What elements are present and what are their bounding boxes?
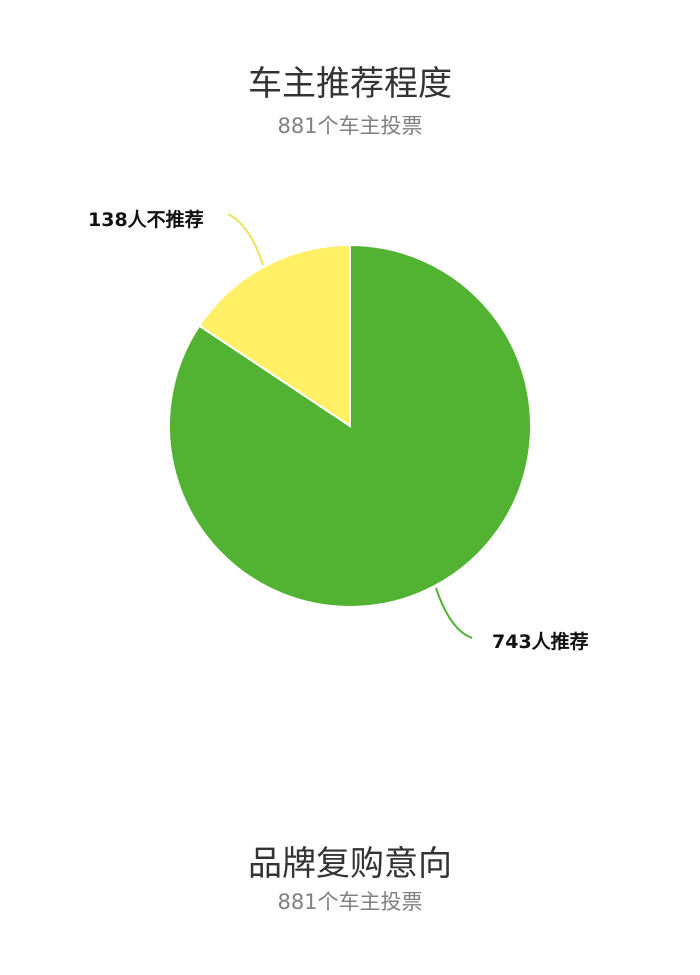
slice-label: 743人推荐: [492, 630, 589, 653]
section2-subtitle: 881个车主投票: [277, 890, 423, 914]
slice-label: 138人不推荐: [88, 208, 204, 231]
pie-slice: [168, 243, 532, 608]
section2-title: 品牌复购意向: [248, 844, 452, 884]
chart-title: 车主推荐程度: [248, 64, 452, 104]
chart-subtitle: 881个车主投票: [277, 114, 423, 138]
leader-line: [435, 587, 473, 639]
leader-line: [227, 213, 264, 266]
pie-slice: [197, 243, 351, 428]
